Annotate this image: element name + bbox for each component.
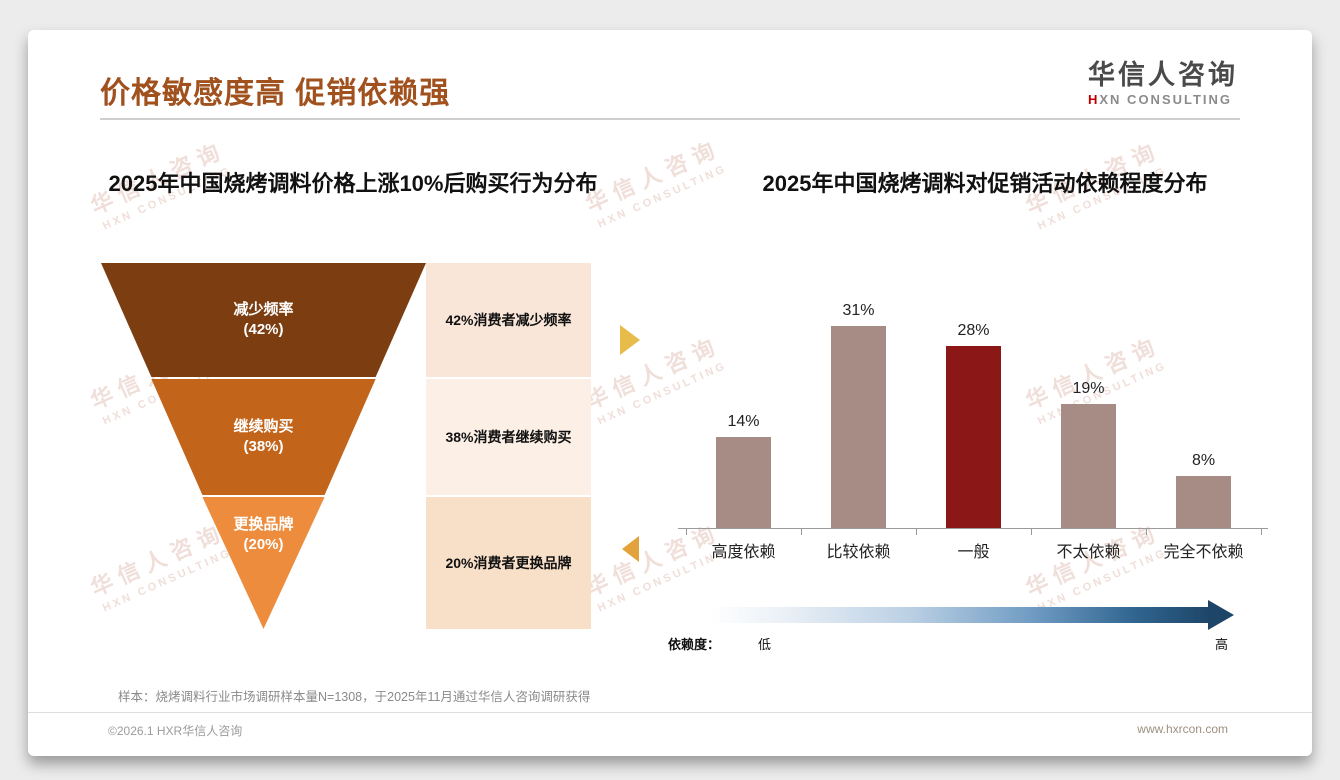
arrow-left-icon	[622, 536, 639, 562]
category-labels: 高度依赖 比较依赖 一般 不太依赖 完全不依赖	[686, 538, 1261, 562]
bar-value-label: 8%	[1191, 452, 1216, 469]
bar-column: 14%	[686, 270, 801, 528]
annotation-continue-buying: 38%消费者继续购买	[426, 379, 591, 495]
bar-value-label: 14%	[727, 413, 760, 430]
bar-chart: 14% 31% 28% 19% 8%	[686, 270, 1261, 528]
bar-column: 31%	[801, 270, 916, 528]
footer-divider	[28, 712, 1312, 713]
bar-column: 28%	[916, 270, 1031, 528]
bar-value-label: 31%	[842, 302, 875, 319]
funnel-level-reduce-frequency: 减少频率 (42%)	[101, 263, 426, 377]
dependence-high-label: 高	[1214, 637, 1228, 652]
dependence-legend: 依赖度： 低 高	[668, 634, 1234, 653]
annotation-reduce-frequency: 42%消费者减少频率	[426, 263, 591, 377]
bar-neutral	[946, 346, 1001, 528]
category-label: 比较依赖	[826, 544, 891, 561]
slide-card: 华信人咨询 HXN CONSULTING 华信人咨询 HXN CONSULTING …	[28, 30, 1312, 756]
bar-less-dependent	[1061, 404, 1116, 528]
logo-chinese-name: 华信人咨询	[1088, 60, 1238, 90]
sample-footnote: 样本：烧烤调料行业市场调研样本量N=1308，于2025年11月通过华信人咨询调…	[118, 690, 591, 704]
bar-not-dependent	[1176, 476, 1231, 528]
funnel-level-continue-buying: 继续购买 (38%)	[151, 379, 376, 495]
copyright-text: ©2026.1 HXR华信人咨询	[108, 724, 243, 738]
title-divider	[100, 118, 1240, 120]
dependence-label: 依赖度：	[668, 637, 721, 652]
category-label: 高度依赖	[711, 544, 776, 561]
logo-english-name: HXN CONSULTING	[1088, 92, 1233, 107]
page-title: 价格敏感度高 促销依赖强	[100, 77, 451, 110]
funnel-chart: 减少频率 (42%) 继续购买 (38%) 更换品牌 (20%)	[101, 263, 426, 631]
x-axis	[678, 528, 1268, 535]
axis-tick	[1146, 529, 1147, 535]
axis-tick	[801, 529, 802, 535]
category-label: 一般	[957, 544, 990, 561]
bar-value-label: 19%	[1072, 380, 1105, 397]
funnel-level-switch-brand: 更换品牌 (20%)	[202, 497, 325, 629]
arrow-right-icon	[620, 325, 640, 355]
funnel-chart-title: 2025年中国烧烤调料价格上涨10%后购买行为分布	[108, 171, 598, 196]
funnel-level-label: 减少频率 (42%)	[233, 301, 294, 338]
axis-tick	[1261, 529, 1262, 535]
dependence-gradient-arrowhead-icon	[1208, 600, 1234, 630]
dependence-gradient-bar	[710, 607, 1210, 623]
bar-column: 19%	[1031, 270, 1146, 528]
website-link[interactable]: www.hxrcon.com	[1137, 722, 1228, 736]
category-label: 完全不依赖	[1163, 544, 1244, 561]
axis-tick	[686, 529, 687, 535]
axis-tick	[1031, 529, 1032, 535]
dependence-low-label: 低	[758, 637, 772, 652]
axis-tick	[916, 529, 917, 535]
bar-high-dependence	[716, 437, 771, 528]
category-label: 不太依赖	[1056, 544, 1121, 561]
funnel-level-label: 继续购买 (38%)	[233, 418, 294, 455]
company-logo: 华信人咨询 HXN CONSULTING	[1088, 60, 1238, 107]
funnel-annotations: 42%消费者减少频率 38%消费者继续购买 20%消费者更换品牌	[426, 263, 591, 631]
bar-column: 8%	[1146, 270, 1261, 528]
bar-value-label: 28%	[957, 322, 990, 339]
logo-red-initial: H	[1088, 92, 1100, 107]
funnel-level-label: 更换品牌 (20%)	[233, 516, 294, 553]
bar-fairly-dependent	[831, 326, 886, 528]
annotation-switch-brand: 20%消费者更换品牌	[426, 497, 591, 629]
bar-chart-title: 2025年中国烧烤调料对促销活动依赖程度分布	[762, 171, 1208, 196]
